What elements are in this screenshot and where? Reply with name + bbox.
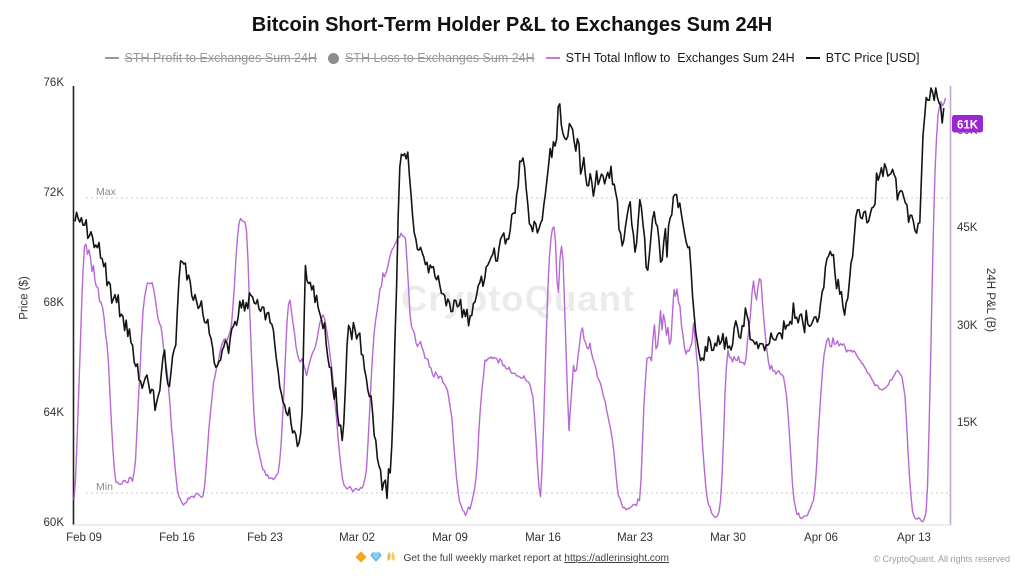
svg-text:61K: 61K: [957, 120, 979, 132]
svg-text:Min: Min: [96, 481, 113, 493]
svg-text:Max: Max: [96, 186, 117, 198]
